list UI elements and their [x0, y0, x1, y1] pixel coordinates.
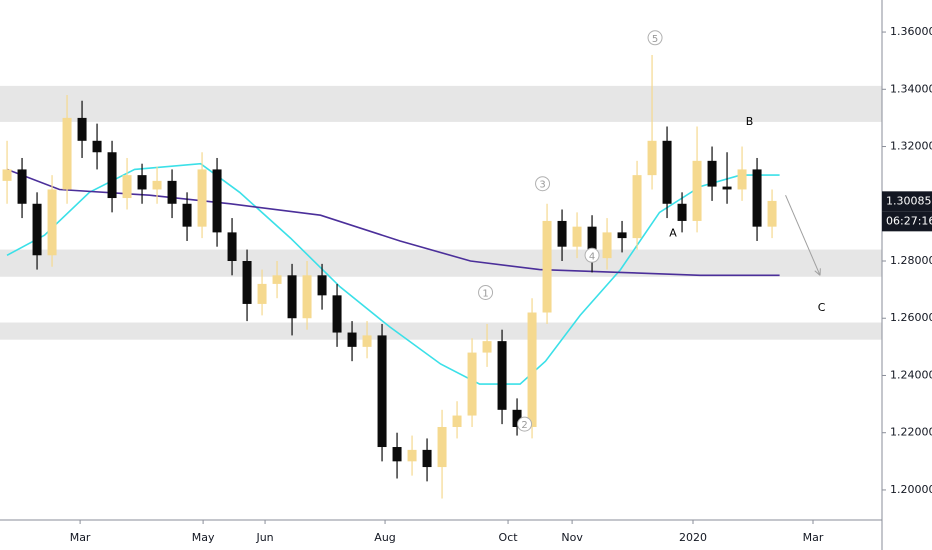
wave-label: 4 — [589, 251, 595, 262]
last-price-label: 1.30085 — [886, 194, 932, 207]
x-tick-label: Jun — [255, 531, 273, 544]
candle-body — [422, 449, 432, 468]
candle-body — [527, 312, 537, 427]
candle-body — [32, 203, 42, 256]
candle-body — [317, 275, 327, 296]
x-tick-label: Mar — [70, 531, 91, 544]
y-tick-label: 1.32000 — [890, 140, 932, 153]
candle-body — [677, 203, 687, 221]
candle-body — [542, 220, 552, 313]
candle-body — [767, 200, 777, 227]
candle-body — [587, 226, 597, 259]
candle-body — [632, 175, 642, 239]
wave-label: C — [818, 301, 826, 314]
candle-body — [647, 140, 657, 176]
candle-body — [692, 160, 702, 221]
candle-body — [377, 335, 387, 448]
candle-body — [482, 341, 492, 353]
y-tick-label: 1.20000 — [890, 483, 932, 496]
wave-circle — [584, 247, 600, 263]
candle-body — [122, 175, 132, 199]
candle-body — [392, 447, 402, 462]
candle-body — [662, 140, 672, 204]
candle-body — [437, 426, 447, 468]
candle-body — [2, 169, 12, 181]
y-tick-label: 1.24000 — [890, 368, 932, 381]
candle-body — [332, 295, 342, 333]
wave-label: 1 — [482, 288, 488, 299]
candle-body — [752, 169, 762, 227]
wave-label: B — [746, 115, 754, 128]
candle-body — [92, 140, 102, 153]
wave-label: A — [669, 226, 677, 239]
candle-body — [452, 415, 462, 427]
candle-body — [557, 220, 567, 247]
candle-body — [512, 409, 522, 427]
candle-body — [212, 169, 222, 233]
candle-body — [347, 332, 357, 347]
candle-body — [287, 275, 297, 319]
y-tick-label: 1.28000 — [890, 254, 932, 267]
x-tick-label: Aug — [374, 531, 395, 544]
moving-average — [6, 162, 780, 385]
projection-arrow — [785, 194, 821, 276]
countdown-tag — [882, 211, 932, 232]
wave-label: 3 — [539, 180, 545, 191]
candle-body — [302, 275, 312, 319]
candle-body — [737, 169, 747, 190]
countdown-label: 06:27:16 — [886, 214, 932, 227]
last-price-tag — [882, 191, 932, 212]
candle-body — [107, 152, 117, 199]
candle-body — [602, 232, 612, 259]
x-tick-label: Mar — [803, 531, 824, 544]
candle-body — [707, 160, 717, 187]
candle-body — [242, 261, 252, 304]
wave-circle — [647, 30, 663, 46]
wave-circle — [535, 176, 551, 192]
candle-body — [77, 117, 87, 141]
candle-body — [362, 335, 372, 347]
candle-body — [272, 275, 282, 284]
x-tick-label: Oct — [499, 531, 519, 544]
y-tick-label: 1.22000 — [890, 426, 932, 439]
wave-label: 2 — [521, 420, 527, 431]
wave-label: 5 — [652, 34, 658, 45]
y-tick-label: 1.36000 — [890, 25, 932, 38]
candle-body — [572, 226, 582, 247]
candle-body — [467, 352, 477, 416]
arrow-head — [814, 270, 821, 276]
x-tick-label: 2020 — [679, 531, 707, 544]
candle-body — [722, 186, 732, 190]
candle-body — [17, 169, 27, 204]
wave-circle — [478, 284, 494, 300]
candle-body — [497, 341, 507, 410]
candle-body — [182, 203, 192, 227]
wave-circle — [517, 416, 533, 432]
candle-body — [257, 283, 267, 304]
candle-body — [197, 169, 207, 227]
y-tick-label: 1.26000 — [890, 311, 932, 324]
x-tick-label: May — [192, 531, 215, 544]
candle-body — [62, 117, 72, 190]
candle-body — [227, 232, 237, 262]
candle-body — [137, 175, 147, 190]
candle-body — [167, 180, 177, 204]
candle-body — [617, 232, 627, 239]
candle-body — [152, 180, 162, 190]
y-tick-label: 1.34000 — [890, 82, 932, 95]
moving-average — [6, 168, 780, 277]
zone — [0, 322, 882, 340]
candle-body — [407, 449, 417, 462]
candle-body — [47, 189, 57, 256]
x-tick-label: Nov — [561, 531, 583, 544]
zone — [0, 249, 882, 277]
zone — [0, 85, 882, 122]
